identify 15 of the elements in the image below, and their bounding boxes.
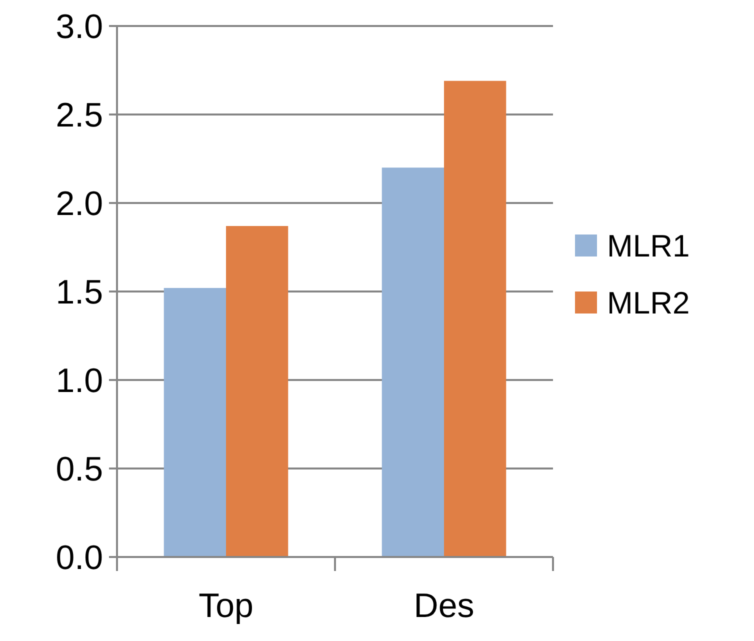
y-tick-label: 3.0	[56, 8, 103, 46]
bar	[444, 80, 506, 557]
legend-label: MLR1	[607, 228, 690, 264]
legend-label: MLR2	[607, 285, 690, 320]
y-tick-label: 2.0	[56, 184, 103, 223]
y-tick-label: 0.0	[56, 538, 103, 577]
bar	[226, 226, 288, 557]
bar	[164, 288, 226, 557]
y-tick-label: 2.5	[56, 96, 103, 134]
bar	[382, 168, 444, 557]
x-tick-label: Top	[198, 587, 254, 625]
y-tick-label: 1.0	[56, 362, 103, 400]
y-tick-label: 0.5	[56, 450, 103, 488]
x-tick-label: Des	[414, 587, 474, 625]
y-tick-label: 1.5	[56, 273, 103, 312]
